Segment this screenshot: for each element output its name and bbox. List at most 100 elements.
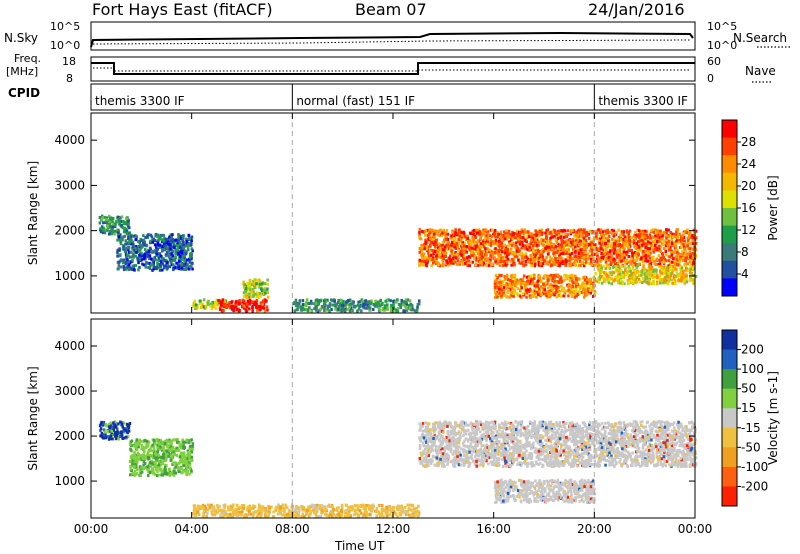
data-cell — [315, 306, 318, 310]
data-cell — [110, 429, 113, 433]
data-cell — [685, 228, 689, 232]
data-cell — [123, 249, 127, 253]
data-cell — [341, 308, 345, 312]
data-cell — [676, 275, 679, 279]
data-cell — [574, 239, 578, 243]
data-cell — [453, 234, 456, 238]
data-cell — [202, 305, 206, 309]
data-cell — [570, 251, 574, 255]
data-cell — [582, 236, 586, 240]
data-cell — [642, 252, 645, 256]
data-cell — [234, 300, 237, 304]
data-cell — [609, 244, 613, 248]
data-cell — [127, 423, 131, 427]
data-cell — [177, 262, 181, 266]
data-cell — [454, 260, 457, 264]
data-cell — [441, 231, 444, 235]
data-cell — [162, 264, 166, 268]
data-cell — [617, 275, 621, 279]
data-cell — [443, 254, 446, 258]
data-cell — [527, 276, 531, 280]
data-cell — [620, 265, 623, 269]
data-cell — [612, 271, 616, 275]
data-cell — [659, 250, 663, 254]
data-cell — [165, 240, 169, 244]
data-cell — [581, 251, 584, 255]
data-cell — [168, 438, 171, 442]
data-cell — [157, 258, 160, 262]
data-cell — [241, 300, 245, 304]
data-cell — [251, 300, 255, 304]
data-cell — [569, 239, 572, 243]
data-cell — [628, 279, 632, 283]
data-cell — [544, 236, 548, 240]
data-cell — [626, 250, 629, 254]
data-cell — [183, 254, 186, 258]
data-cell — [328, 302, 332, 306]
data-cell — [596, 277, 600, 281]
data-cell — [654, 263, 657, 267]
data-cell — [680, 277, 684, 281]
data-cell — [484, 239, 488, 243]
data-cell — [679, 271, 682, 275]
data-cell — [400, 301, 403, 305]
data-cell — [119, 238, 123, 242]
data-cell — [536, 283, 540, 287]
data-cell — [633, 251, 637, 254]
data-cell — [517, 239, 520, 243]
data-cell — [126, 253, 129, 257]
data-cell — [665, 228, 668, 232]
data-cell — [612, 260, 616, 264]
data-cell — [609, 261, 613, 265]
data-cell — [568, 259, 571, 263]
data-cell — [579, 248, 583, 252]
data-cell — [260, 289, 264, 293]
data-cell — [552, 276, 555, 280]
data-cell — [600, 281, 604, 285]
data-cell — [376, 304, 379, 308]
data-cell — [644, 277, 647, 280]
data-cell — [116, 238, 119, 242]
data-cell — [377, 302, 380, 306]
data-cell — [462, 251, 466, 254]
data-cell — [123, 234, 126, 238]
data-cell — [473, 241, 476, 245]
data-cell — [519, 284, 523, 288]
data-cell — [431, 228, 434, 232]
data-cell — [681, 238, 684, 242]
data-cell — [575, 282, 579, 285]
data-cell — [245, 305, 249, 309]
data-cell — [543, 284, 547, 288]
data-cell — [163, 244, 166, 248]
data-cell — [583, 253, 586, 257]
data-cell — [108, 229, 112, 233]
data-cell — [128, 231, 132, 235]
data-cell — [524, 252, 528, 256]
data-cell — [430, 264, 433, 268]
data-cell — [242, 282, 245, 286]
data-cell — [125, 231, 129, 235]
data-cell — [640, 270, 644, 274]
data-cell — [622, 275, 626, 279]
data-cell — [161, 258, 164, 262]
data-cell — [346, 307, 349, 311]
data-cell — [437, 263, 440, 266]
data-cell — [399, 306, 402, 310]
data-cell — [155, 266, 158, 270]
data-cell — [425, 264, 428, 268]
data-cell — [187, 451, 190, 454]
data-cell — [507, 229, 511, 233]
data-cell — [610, 273, 614, 277]
data-cell — [462, 230, 465, 234]
data-cell — [650, 259, 654, 263]
data-cell — [665, 275, 668, 278]
data-cell — [588, 262, 591, 266]
data-cell — [639, 248, 642, 252]
data-cell — [119, 254, 122, 258]
data-cell — [456, 259, 460, 263]
data-cell — [184, 469, 187, 473]
data-cell — [521, 292, 525, 296]
data-cell — [263, 309, 267, 313]
data-cell — [163, 236, 166, 240]
data-cell — [528, 281, 532, 285]
